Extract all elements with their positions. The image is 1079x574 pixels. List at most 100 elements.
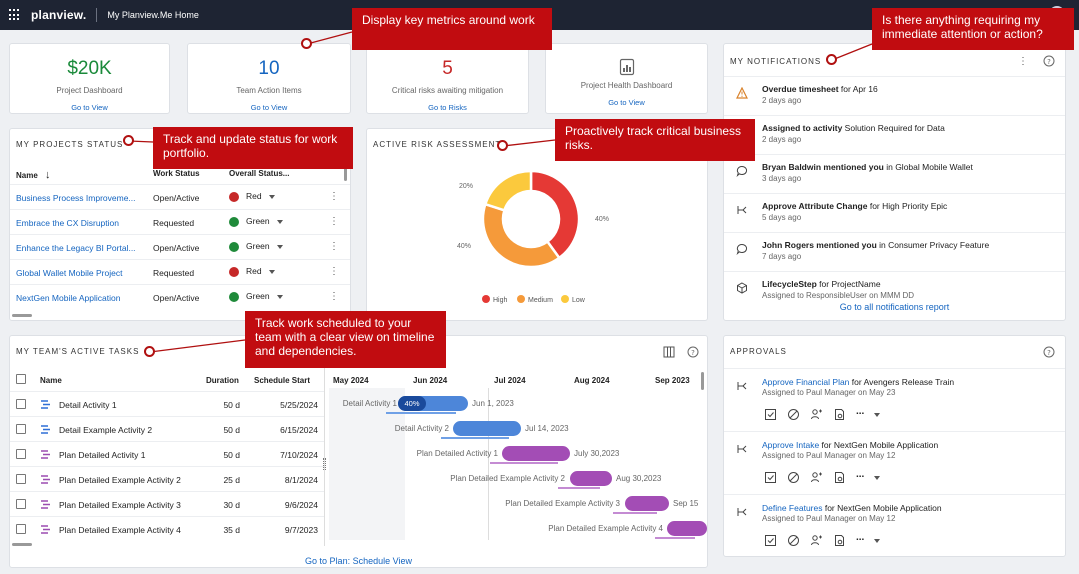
more-icon[interactable]: ... [856,406,865,417]
row-checkbox[interactable] [16,424,26,434]
app-grid-icon[interactable] [9,9,21,21]
reject-icon[interactable] [787,471,800,484]
task-name[interactable]: Plan Detailed Activity 1 [59,450,146,460]
slice-high[interactable] [529,169,581,260]
gantt-bar[interactable] [570,471,612,486]
horizontal-scrollbar[interactable] [12,543,32,546]
help-icon[interactable]: ? [687,346,699,358]
more-icon[interactable]: ... [856,532,865,543]
chevron-down-icon[interactable] [874,538,881,543]
project-name-link[interactable]: NextGen Mobile Application [16,293,121,303]
row-menu-icon[interactable]: ⋮ [329,191,339,202]
approve-icon[interactable] [764,471,777,484]
gantt-bar[interactable]: 40% [398,396,468,411]
select-all-checkbox[interactable] [16,374,26,384]
reassign-icon[interactable] [810,534,823,547]
go-to-view-link[interactable]: Go to View [71,103,108,112]
horizontal-scrollbar[interactable] [12,314,32,317]
row-checkbox[interactable] [16,449,26,459]
chevron-down-icon[interactable] [276,219,283,224]
help-icon[interactable]: ? [1043,346,1055,358]
gantt-bar-underline [613,512,657,514]
col-name[interactable]: Name [40,376,62,385]
document-icon[interactable] [833,471,846,484]
col-duration[interactable]: Duration [206,376,239,385]
reassign-icon[interactable] [810,471,823,484]
task-name[interactable]: Plan Detailed Example Activity 4 [59,525,181,535]
row-checkbox[interactable] [16,524,26,534]
project-name-link[interactable]: Enhance the Legacy BI Portal... [16,243,136,253]
go-to-view-link[interactable]: Go to View [250,103,288,112]
approve-icon[interactable] [764,534,777,547]
document-icon[interactable] [833,408,846,421]
notification-item[interactable]: Approve Attribute Change for High Priori… [724,193,1065,232]
project-name-link[interactable]: Embrace the CX Disruption [16,218,119,228]
task-name[interactable]: Plan Detailed Example Activity 2 [59,475,181,485]
chevron-down-icon[interactable] [268,269,275,274]
col-overall-status[interactable]: Overall Status... [229,169,290,178]
notification-title: Approve Attribute Change [762,201,868,211]
comment-icon [736,243,748,255]
col-schedule-start[interactable]: Schedule Start [254,376,311,385]
notification-item[interactable]: Overdue timesheet for Apr 16 2 days ago [724,76,1065,115]
reassign-icon[interactable] [810,408,823,421]
gantt-bar[interactable] [625,496,669,511]
more-icon[interactable]: ... [856,469,865,480]
notification-item[interactable]: Assigned to activity Solution Required f… [724,115,1065,154]
go-to-view-link[interactable]: Go to View [608,98,645,107]
table-row: Detail Activity 1 50 d 5/25/2024 [10,391,324,416]
overall-status-dropdown[interactable]: Green [229,216,283,227]
col-name[interactable]: Name ↓ [16,169,51,181]
approve-icon[interactable] [764,408,777,421]
chevron-down-icon[interactable] [874,475,881,480]
approval-assigned: Assigned to Paul Manager on May 23 [762,388,896,397]
slice-low[interactable] [483,169,533,212]
col-work-status[interactable]: Work Status [153,169,200,178]
reject-icon[interactable] [787,408,800,421]
reject-icon[interactable] [787,534,800,547]
row-menu-icon[interactable]: ⋮ [329,241,339,252]
row-checkbox[interactable] [16,399,26,409]
all-notifications-link[interactable]: Go to all notifications report [839,302,950,312]
overall-status-dropdown[interactable]: Green [229,241,283,252]
gantt-bar[interactable] [502,446,570,461]
approval-link[interactable]: Approve Intake [762,440,820,450]
row-checkbox[interactable] [16,474,26,484]
row-menu-icon[interactable]: ⋮ [329,291,339,302]
notification-item[interactable]: John Rogers mentioned you in Consumer Pr… [724,232,1065,271]
go-to-risks-link[interactable]: Go to Risks [428,103,467,112]
slice-medium[interactable] [481,202,561,269]
columns-icon[interactable] [663,346,675,358]
chevron-down-icon[interactable] [276,294,283,299]
gantt-drag-handle[interactable] [323,458,326,470]
scrollbar[interactable] [701,372,704,390]
row-menu-icon[interactable]: ⋮ [329,216,339,227]
schedule-view-link[interactable]: Go to Plan: Schedule View [305,556,412,566]
gantt-bar[interactable] [667,521,707,536]
chevron-down-icon[interactable] [268,194,275,199]
help-icon[interactable]: ? [1043,55,1055,67]
overall-status-dropdown[interactable]: Red [229,191,275,202]
task-name[interactable]: Detail Activity 1 [59,400,117,410]
overall-status-dropdown[interactable]: Green [229,291,283,302]
dashboard-icon [619,58,634,76]
chevron-down-icon[interactable] [276,244,283,249]
gantt-bar[interactable] [453,421,521,436]
task-name[interactable]: Detail Example Activity 2 [59,425,153,435]
more-options-icon[interactable]: ⋮ [1018,56,1028,67]
project-name-link[interactable]: Business Process Improveme... [16,193,136,203]
row-menu-icon[interactable]: ⋮ [329,266,339,277]
sort-down-icon[interactable]: ↓ [45,169,51,181]
overall-status-dropdown[interactable]: Red [229,266,275,277]
scrollbar[interactable] [344,167,347,181]
notification-item[interactable]: Bryan Baldwin mentioned you in Global Mo… [724,154,1065,193]
document-icon[interactable] [833,534,846,547]
project-name-link[interactable]: Global Wallet Mobile Project [16,268,123,278]
approval-link[interactable]: Approve Financial Plan [762,377,850,387]
row-checkbox[interactable] [16,499,26,509]
notification-item[interactable]: LifecycleStep for ProjectName Assigned to… [724,271,1065,310]
approval-link[interactable]: Define Features [762,503,823,513]
split-divider[interactable] [324,366,325,546]
chevron-down-icon[interactable] [874,412,881,417]
task-name[interactable]: Plan Detailed Example Activity 3 [59,500,181,510]
